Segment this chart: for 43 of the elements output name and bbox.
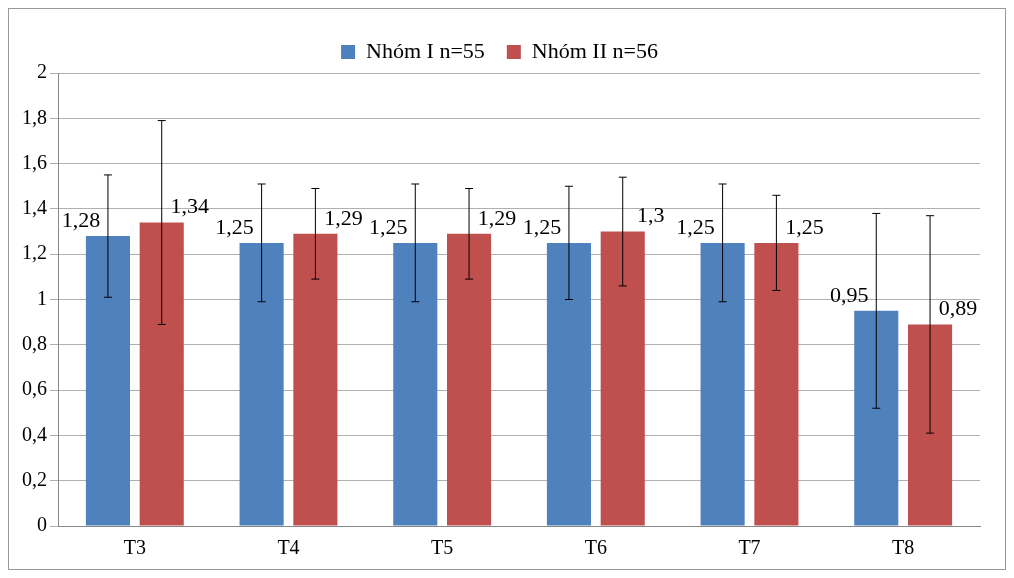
y-tick-label: 1,6 xyxy=(22,150,47,173)
data-label: 1,34 xyxy=(170,193,209,219)
data-label: 1,3 xyxy=(636,202,665,228)
x-tick-label: T3 xyxy=(123,536,146,559)
y-tick-label: 0,6 xyxy=(22,377,47,400)
bar xyxy=(854,310,899,526)
y-tick-label: 0,8 xyxy=(22,332,47,355)
data-label: 1,29 xyxy=(477,204,517,230)
y-tick-label: 1,4 xyxy=(22,196,47,219)
bar xyxy=(600,231,645,526)
bar xyxy=(393,242,438,526)
x-tick-label: T7 xyxy=(738,536,761,559)
data-label: 1,25 xyxy=(676,213,715,239)
data-label: 1,25 xyxy=(369,213,408,239)
x-tick-label: T6 xyxy=(584,536,607,559)
data-label: 1,25 xyxy=(522,213,562,239)
x-tick-label: T8 xyxy=(892,536,915,559)
bar xyxy=(293,233,338,526)
y-tick-label: 2 xyxy=(37,60,47,83)
y-tick-label: 0 xyxy=(37,513,47,536)
data-label: 1,29 xyxy=(324,204,363,230)
x-tick-label: T5 xyxy=(431,536,454,559)
bar xyxy=(908,324,953,526)
bar xyxy=(139,222,184,526)
x-tick-label: T4 xyxy=(277,536,300,559)
data-label: 0,95 xyxy=(830,281,869,307)
bar xyxy=(447,233,492,526)
bar xyxy=(239,242,284,526)
bar xyxy=(700,242,745,526)
bar xyxy=(754,242,799,526)
bar xyxy=(85,236,130,526)
legend-label: Nhóm II n=56 xyxy=(531,37,658,63)
data-label: 1,25 xyxy=(215,213,254,239)
y-tick-label: 1,2 xyxy=(22,241,47,264)
y-tick-label: 1 xyxy=(37,286,47,309)
legend-label: Nhóm I n=55 xyxy=(366,37,485,63)
y-tick-label: 0,4 xyxy=(22,422,47,445)
data-label: 1,28 xyxy=(61,206,101,232)
data-label: 0,89 xyxy=(938,295,978,321)
data-label: 1,25 xyxy=(785,213,824,239)
bar xyxy=(546,242,591,526)
y-tick-label: 1,8 xyxy=(22,105,47,128)
y-tick-label: 0,2 xyxy=(22,467,47,490)
